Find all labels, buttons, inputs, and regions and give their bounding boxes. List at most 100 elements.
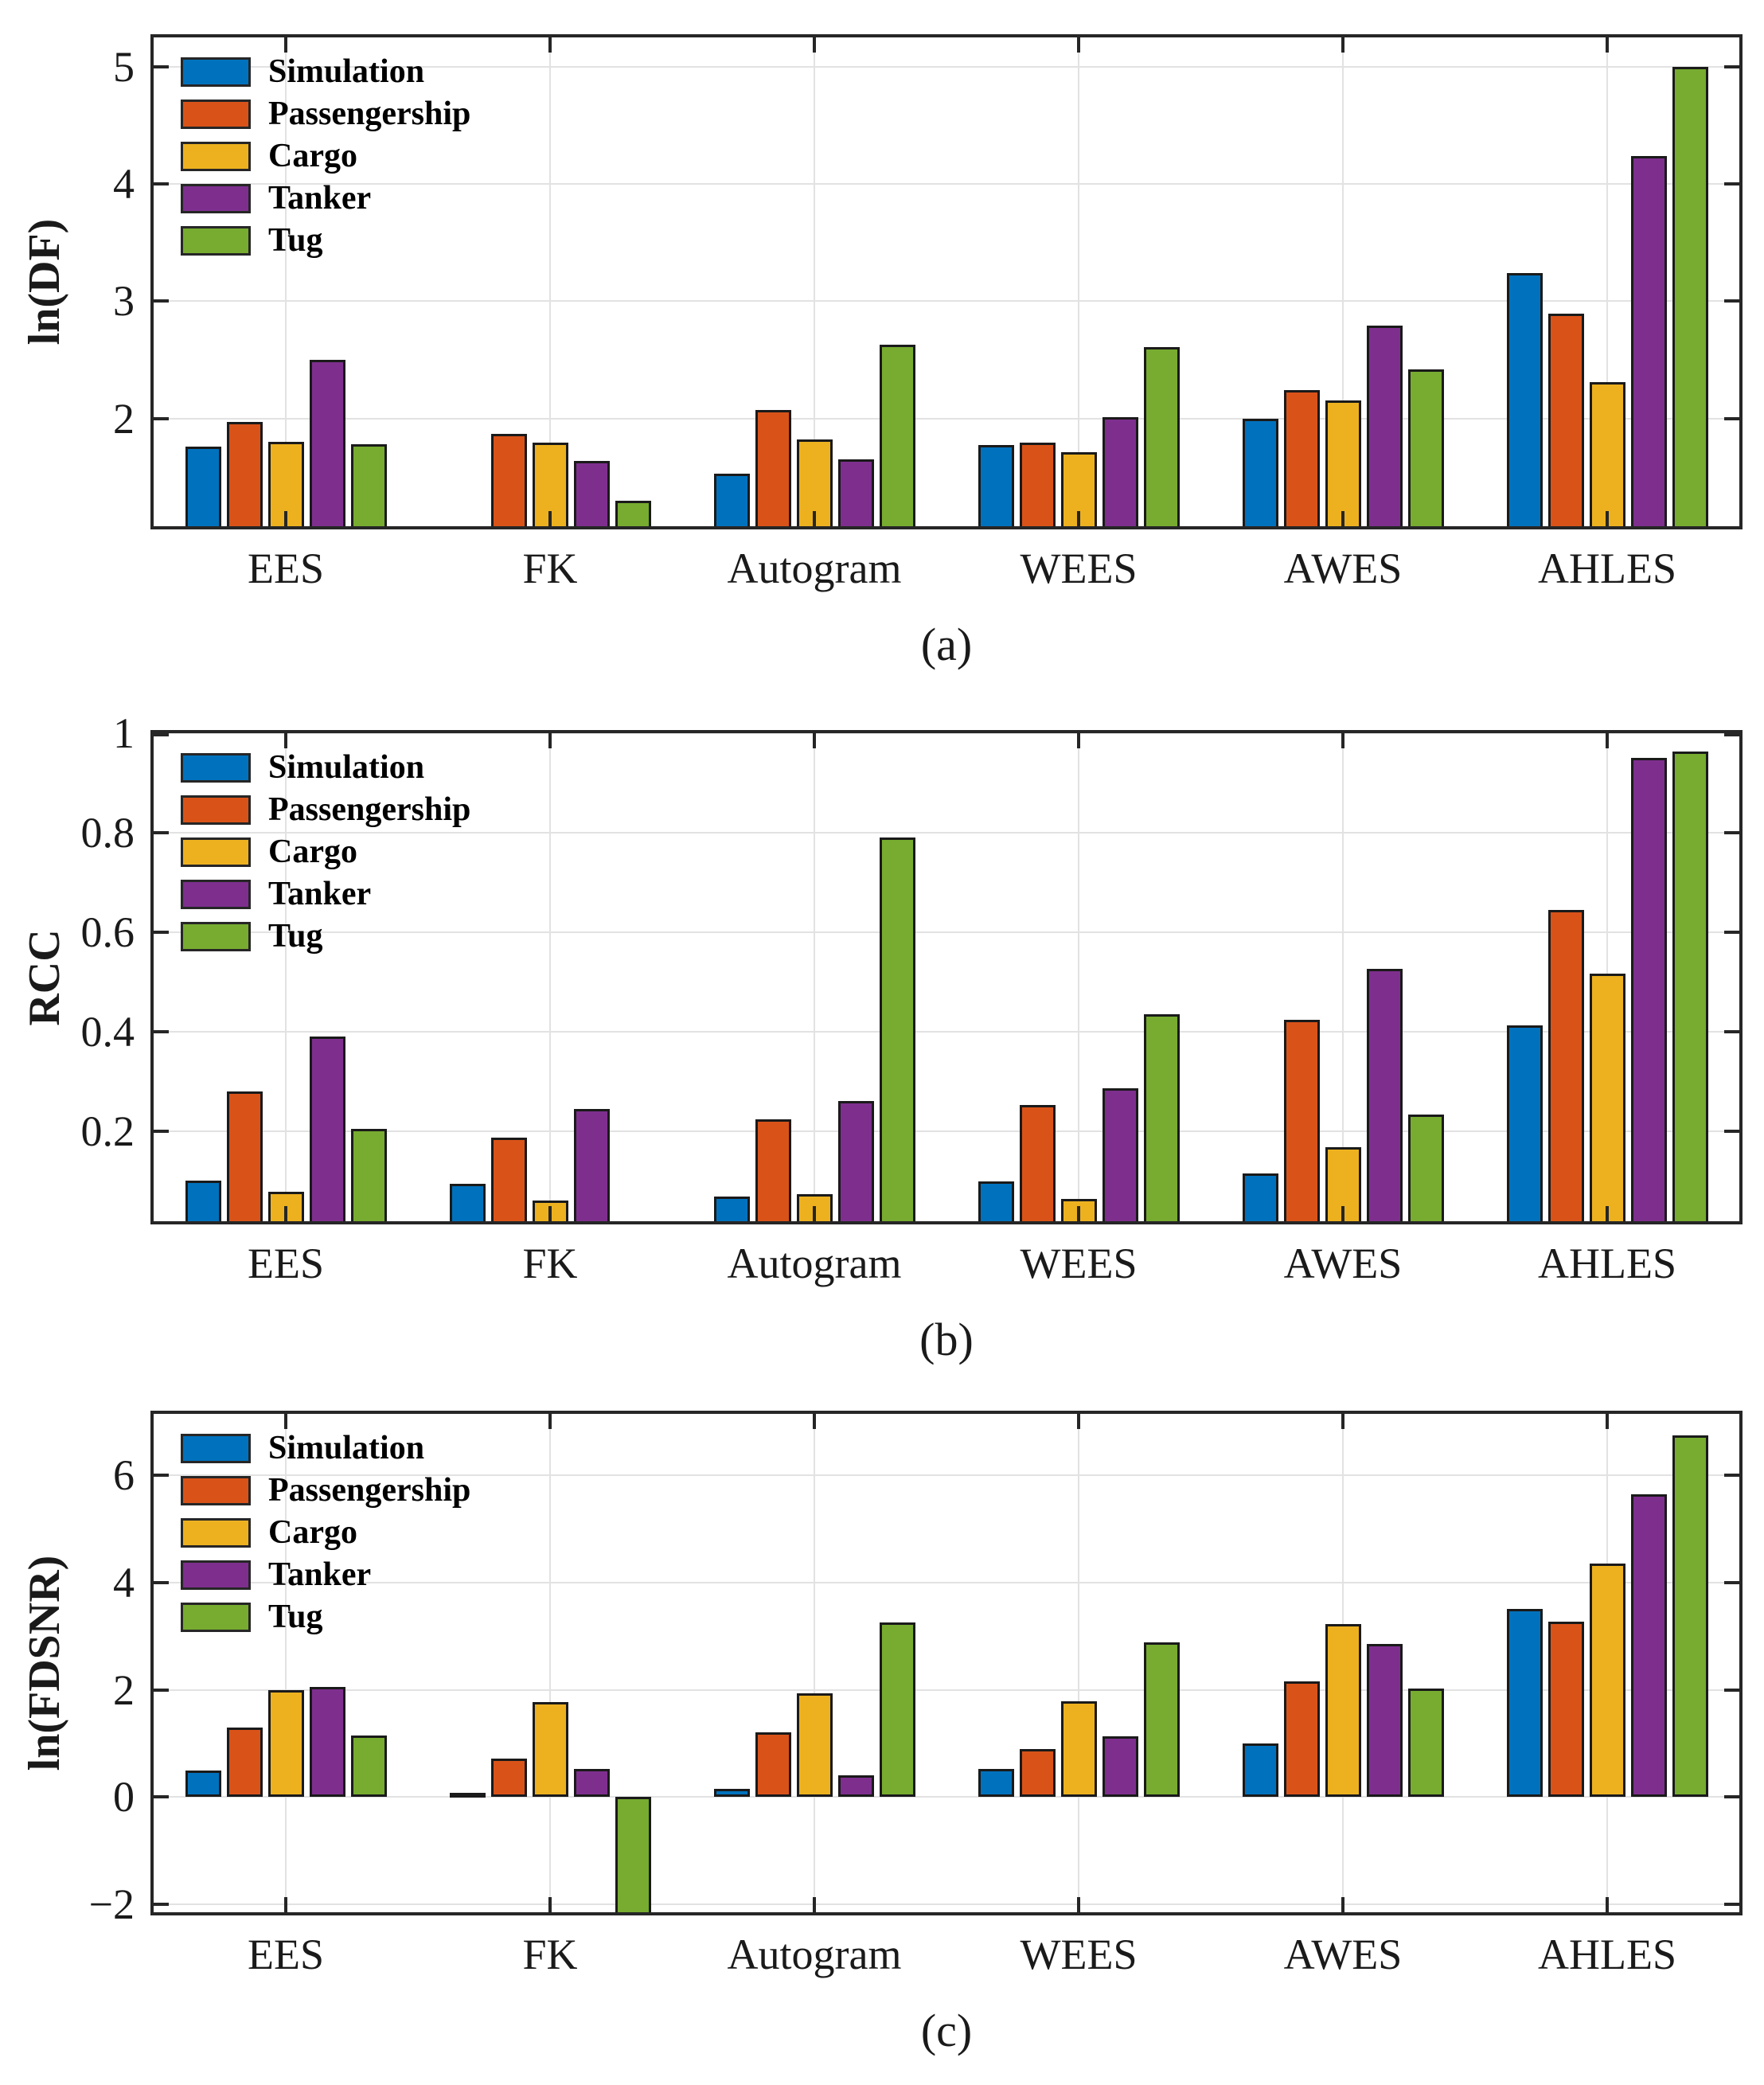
gridline-horizontal bbox=[154, 931, 1739, 933]
tick-mark-x-bottom bbox=[1606, 1897, 1609, 1912]
gridline-vertical bbox=[285, 37, 287, 526]
gridline-vertical bbox=[814, 733, 815, 1221]
gridline-horizontal bbox=[154, 65, 1739, 68]
tick-mark-x-bottom bbox=[813, 511, 816, 526]
legend-label-simulation: Simulation bbox=[268, 53, 425, 90]
bar-EES-Tanker bbox=[309, 1687, 345, 1798]
y-tick-label: 5 bbox=[113, 42, 135, 91]
bar-AHLES-Cargo bbox=[1589, 381, 1625, 526]
tick-mark-y-left bbox=[154, 64, 169, 68]
bar-Autogram-Passengership bbox=[755, 410, 791, 526]
legend-label-simulation: Simulation bbox=[268, 1430, 425, 1466]
x-category-label-awes: AWES bbox=[1283, 1931, 1403, 1978]
gridline-horizontal bbox=[154, 1689, 1739, 1691]
gridline-horizontal bbox=[154, 1582, 1739, 1584]
legend-label-tanker: Tanker bbox=[268, 180, 372, 217]
gridline-vertical bbox=[285, 733, 287, 1221]
tick-mark-x-top bbox=[548, 733, 552, 748]
x-category-label-ahles: AHLES bbox=[1538, 545, 1676, 592]
tick-mark-x-bottom bbox=[284, 511, 287, 526]
bar-Autogram-Tug bbox=[879, 838, 915, 1221]
panel-label-b: (b) bbox=[919, 1314, 974, 1365]
bar-AHLES-Tug bbox=[1672, 752, 1708, 1221]
gridline-vertical bbox=[814, 1414, 815, 1912]
panel-b-plot: Simulation Passengership Cargo Tanker Tug bbox=[150, 730, 1743, 1224]
legend-swatch-cargo bbox=[181, 142, 251, 171]
legend-label-tug: Tug bbox=[268, 222, 323, 259]
tick-mark-y-left bbox=[154, 1474, 169, 1478]
legend-label-tanker: Tanker bbox=[268, 876, 372, 912]
legend-swatch-tug bbox=[181, 1603, 251, 1632]
bar-Autogram-Tug bbox=[879, 344, 915, 526]
tick-mark-y-left bbox=[154, 182, 169, 186]
bar-AHLES-Tanker bbox=[1630, 1493, 1667, 1798]
y-tick-label: 0 bbox=[113, 1773, 135, 1821]
bar-Autogram-Cargo bbox=[796, 1693, 833, 1798]
tick-mark-y-left bbox=[154, 299, 169, 303]
tick-mark-y-right bbox=[1724, 830, 1739, 834]
x-category-label-wees: WEES bbox=[1020, 1931, 1138, 1978]
legend-label-passengership: Passengership bbox=[268, 1472, 471, 1509]
x-category-label-ahles: AHLES bbox=[1538, 1240, 1676, 1287]
tick-mark-y-left bbox=[154, 830, 169, 834]
y-tick-label: 4 bbox=[113, 1559, 135, 1607]
tick-mark-x-top bbox=[1077, 37, 1080, 53]
y-axis-label: RCC bbox=[20, 928, 69, 1026]
bar-EES-Tug bbox=[350, 443, 387, 526]
gridline-horizontal bbox=[154, 1796, 1739, 1798]
tick-mark-y-left bbox=[154, 1129, 169, 1133]
bar-WEES-Cargo bbox=[1060, 1701, 1097, 1798]
x-category-label-wees: WEES bbox=[1020, 545, 1138, 592]
legend-swatch-passengership bbox=[181, 1476, 251, 1505]
bar-AHLES-Tug bbox=[1672, 66, 1708, 526]
legend-swatch-cargo bbox=[181, 838, 251, 867]
panel-c-plot: Simulation Passengership Cargo Tanker Tug bbox=[150, 1411, 1743, 1915]
gridline-vertical bbox=[1342, 733, 1344, 1221]
bar-AWES-Simulation bbox=[1242, 418, 1278, 526]
gridline-vertical bbox=[285, 1414, 287, 1912]
tick-mark-x-top bbox=[1606, 37, 1609, 53]
tick-mark-y-right bbox=[1724, 930, 1739, 934]
bar-AHLES-Tanker bbox=[1630, 155, 1667, 526]
legend-label-cargo: Cargo bbox=[268, 138, 357, 174]
bar-AWES-Tanker bbox=[1366, 326, 1403, 526]
bar-WEES-Tug bbox=[1143, 1014, 1180, 1221]
tick-mark-x-bottom bbox=[1077, 1206, 1080, 1221]
bar-AWES-Passengership bbox=[1283, 1681, 1320, 1798]
bar-WEES-Passengership bbox=[1019, 443, 1056, 526]
y-axis-label: ln(FDSNR) bbox=[20, 1555, 69, 1771]
bar-Autogram-Tug bbox=[879, 1622, 915, 1798]
tick-mark-y-right bbox=[1724, 733, 1739, 736]
bar-AWES-Tug bbox=[1407, 369, 1444, 526]
tick-mark-x-top bbox=[1606, 733, 1609, 748]
tick-mark-y-right bbox=[1724, 299, 1739, 303]
tick-mark-x-bottom bbox=[1341, 511, 1344, 526]
tick-mark-x-top bbox=[1606, 1414, 1609, 1429]
bar-AWES-Tanker bbox=[1366, 1644, 1403, 1798]
gridline-horizontal bbox=[154, 831, 1739, 834]
bar-WEES-Tanker bbox=[1102, 1088, 1138, 1221]
tick-mark-y-left bbox=[154, 1581, 169, 1585]
tick-mark-x-top bbox=[548, 1414, 552, 1429]
bar-WEES-Tug bbox=[1143, 1642, 1180, 1798]
y-tick-label: 6 bbox=[113, 1451, 135, 1500]
tick-mark-y-right bbox=[1724, 1029, 1739, 1033]
bar-AWES-Cargo bbox=[1325, 400, 1361, 526]
bar-AWES-Cargo bbox=[1325, 1146, 1361, 1221]
bar-AHLES-Simulation bbox=[1506, 272, 1543, 526]
tick-mark-y-left bbox=[154, 930, 169, 934]
bar-AHLES-Passengership bbox=[1547, 314, 1584, 526]
legend-swatch-simulation bbox=[181, 57, 251, 87]
gridline-vertical bbox=[549, 1414, 551, 1912]
bar-FK-Passengership bbox=[490, 1758, 527, 1798]
legend-swatch-simulation bbox=[181, 753, 251, 783]
tick-mark-x-bottom bbox=[1341, 1206, 1344, 1221]
gridline-vertical bbox=[549, 37, 551, 526]
y-tick-label: 2 bbox=[113, 1665, 135, 1714]
y-tick-label: 0.6 bbox=[80, 908, 135, 956]
panel-a-plot: Simulation Passengership Cargo Tanker Tug bbox=[150, 34, 1743, 529]
x-category-label-fk: FK bbox=[522, 1931, 578, 1978]
bar-Autogram-Simulation bbox=[713, 1789, 750, 1798]
tick-mark-y-right bbox=[1724, 1688, 1739, 1692]
gridline-vertical bbox=[1606, 37, 1608, 526]
